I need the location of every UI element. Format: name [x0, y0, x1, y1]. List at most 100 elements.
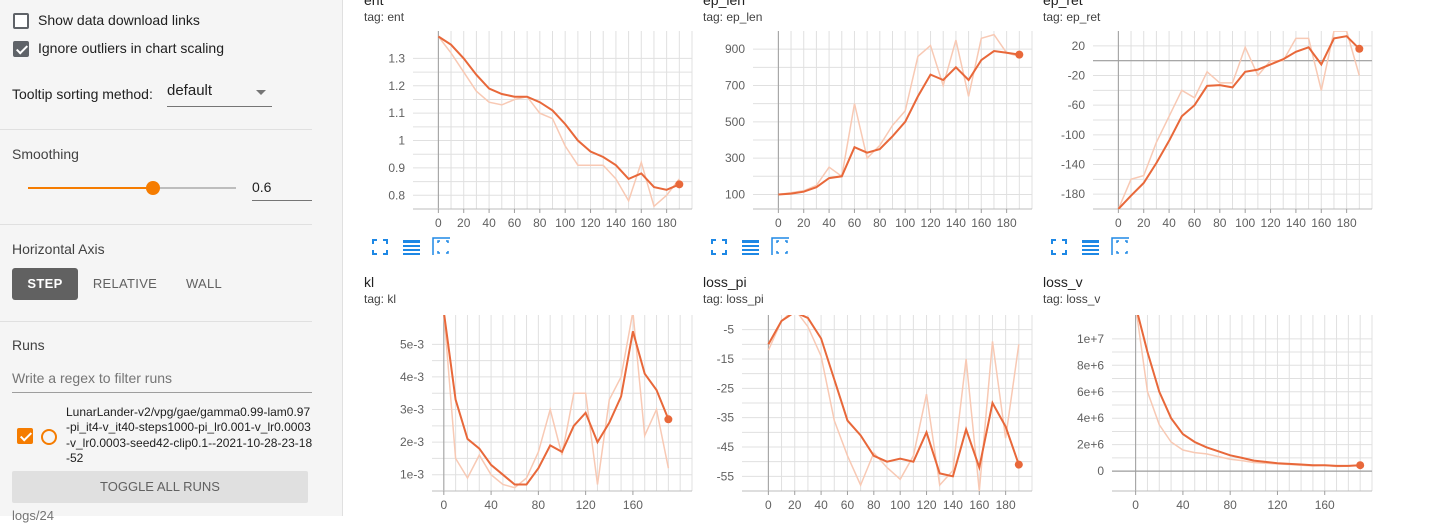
run-color-radio[interactable]: [41, 429, 57, 445]
x-tick-label: 100: [1235, 216, 1255, 230]
runs-title: Runs: [12, 337, 45, 353]
runs-filter-input[interactable]: Write a regex to filter runs: [12, 368, 312, 393]
raw-series-line: [437, 36, 680, 208]
y-tick-label: 4e-3: [400, 370, 424, 384]
fit-domain-icon[interactable]: [432, 237, 450, 255]
x-tick-label: 120: [917, 498, 937, 512]
y-tick-label: 20: [1072, 39, 1086, 53]
y-tick-label: 1e+7: [1077, 332, 1104, 346]
tooltip-sorting-select[interactable]: default: [167, 80, 272, 107]
y-tick-label: 1.2: [388, 79, 405, 93]
chart-title: ep_ret: [1043, 0, 1083, 8]
smoothing-slider-thumb[interactable]: [145, 181, 160, 195]
y-tick-label: 1.3: [388, 51, 405, 65]
x-tick-label: 160: [1311, 216, 1331, 230]
smoothing-title: Smoothing: [12, 146, 79, 162]
ignore-outliers-checkbox[interactable]: [13, 41, 29, 57]
x-tick-label: 100: [555, 216, 575, 230]
y-tick-label: 0.9: [388, 161, 405, 175]
smoothed-series-line: [778, 49, 1020, 196]
raw-series-line: [778, 33, 1020, 196]
y-tick-label: 4e+6: [1077, 411, 1104, 425]
y-tick-label: -60: [1068, 98, 1086, 112]
x-tick-label: 180: [1337, 216, 1357, 230]
x-tick-label: 160: [971, 216, 991, 230]
x-tick-label: 180: [657, 216, 677, 230]
smoothing-slider[interactable]: [28, 181, 236, 195]
fit-domain-icon[interactable]: [771, 237, 789, 255]
x-tick-label: 40: [1176, 498, 1190, 512]
y-tick-label: 700: [725, 78, 745, 92]
last-point-dot: [664, 415, 673, 424]
x-tick-label: 20: [1137, 216, 1151, 230]
x-tick-label: 80: [533, 216, 547, 230]
x-tick-label: 140: [943, 498, 963, 512]
y-tick-label: -55: [717, 469, 735, 483]
y-tick-label: 100: [725, 187, 745, 201]
smoothed-series-line: [1117, 35, 1361, 209]
x-tick-label: 80: [1213, 216, 1227, 230]
x-tick-label: 0: [1115, 216, 1122, 230]
x-tick-label: 160: [1315, 498, 1335, 512]
toggle-all-runs-button[interactable]: TOGGLE ALL RUNS: [12, 471, 308, 503]
y-tick-label: 500: [725, 115, 745, 129]
x-tick-label: 20: [797, 216, 811, 230]
x-tick-label: 120: [921, 216, 941, 230]
axis-step-button[interactable]: STEP: [12, 268, 78, 300]
y-tick-label: 300: [725, 151, 745, 165]
x-tick-label: 80: [532, 498, 546, 512]
chart-tag: tag: loss_pi: [703, 292, 764, 306]
x-tick-label: 160: [631, 216, 651, 230]
show-download-links-label: Show data download links: [38, 12, 200, 28]
axis-relative-button[interactable]: RELATIVE: [92, 276, 158, 291]
smoothing-slider-fill: [28, 187, 153, 189]
data-table-icon[interactable]: [741, 238, 759, 256]
show-download-links-checkbox[interactable]: [13, 13, 29, 29]
smoothing-value-input[interactable]: 0.6: [252, 176, 312, 201]
y-tick-label: 1.1: [388, 106, 405, 120]
x-tick-label: 120: [1267, 498, 1287, 512]
x-tick-label: 40: [814, 498, 828, 512]
fullscreen-icon[interactable]: [710, 238, 728, 256]
last-point-dot: [1014, 460, 1023, 469]
axis-wall-button[interactable]: WALL: [185, 276, 223, 291]
y-tick-label: 8e+6: [1077, 358, 1104, 372]
smoothing-value: 0.6: [252, 179, 272, 195]
last-point-dot: [1356, 461, 1365, 470]
x-tick-label: 140: [946, 216, 966, 230]
y-tick-label: 0.8: [388, 188, 405, 202]
raw-series-line: [767, 315, 1020, 491]
x-tick-label: 60: [841, 498, 855, 512]
x-tick-label: 40: [482, 216, 496, 230]
y-tick-label: -180: [1061, 187, 1085, 201]
x-tick-label: 60: [1188, 216, 1202, 230]
chart-tag: tag: ent: [364, 10, 405, 24]
data-table-icon[interactable]: [1081, 238, 1099, 256]
y-tick-label: 2e+6: [1077, 438, 1104, 452]
y-tick-label: -100: [1061, 128, 1085, 142]
x-tick-label: 80: [873, 216, 887, 230]
chart-tag: tag: kl: [364, 292, 397, 306]
chevron-down-icon: [256, 90, 266, 95]
fit-domain-icon[interactable]: [1111, 237, 1129, 255]
fullscreen-icon[interactable]: [371, 238, 389, 256]
x-tick-label: 0: [440, 498, 447, 512]
x-tick-label: 140: [606, 216, 626, 230]
raw-series-line: [1136, 315, 1361, 468]
chart-title: loss_v: [1043, 274, 1083, 290]
run-checkbox[interactable]: [17, 428, 33, 444]
chart-title: loss_pi: [703, 274, 747, 290]
horizontal-axis-title: Horizontal Axis: [12, 241, 105, 257]
smoothed-series-line: [443, 315, 670, 486]
fullscreen-icon[interactable]: [1050, 238, 1068, 256]
y-tick-label: 3e-3: [400, 403, 424, 417]
x-tick-label: 180: [996, 498, 1016, 512]
x-tick-label: 0: [1132, 498, 1139, 512]
x-tick-label: 20: [788, 498, 802, 512]
x-tick-label: 100: [890, 498, 910, 512]
x-tick-label: 40: [484, 498, 498, 512]
smoothed-series-line: [437, 35, 680, 191]
data-table-icon[interactable]: [402, 238, 420, 256]
chart-title: ep_len: [703, 0, 746, 8]
chart-tag: tag: ep_len: [703, 10, 763, 24]
